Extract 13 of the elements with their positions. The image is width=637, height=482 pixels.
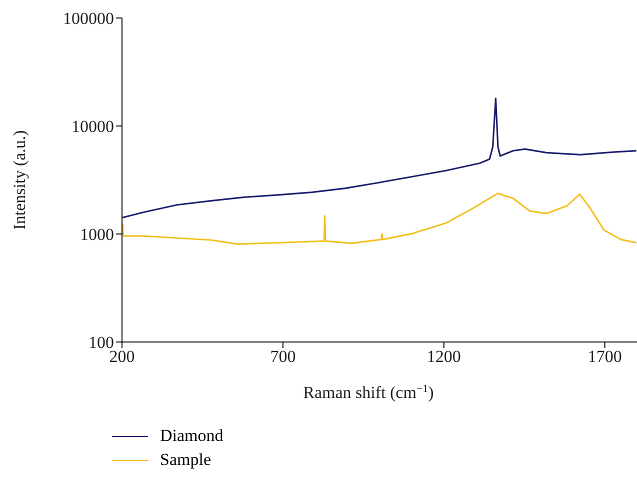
line-series	[122, 98, 637, 218]
x-tick-label: 1700	[588, 347, 622, 366]
x-tick-label: 700	[270, 347, 296, 366]
line-series	[122, 192, 637, 245]
y-tick-label: 100000	[63, 9, 114, 28]
legend-label: Sample	[160, 449, 211, 471]
x-tick-label: 200	[109, 347, 135, 366]
y-tick-label: 10000	[72, 117, 114, 136]
y-axis-title: Intensity (a.u.)	[10, 130, 29, 230]
x-tick-label: 1200	[426, 347, 461, 366]
legend-label: Diamond	[160, 425, 224, 447]
x-axis-title: Raman shift (cm$^{−1}$)	[303, 383, 434, 402]
y-tick-label: 1000	[80, 225, 114, 244]
